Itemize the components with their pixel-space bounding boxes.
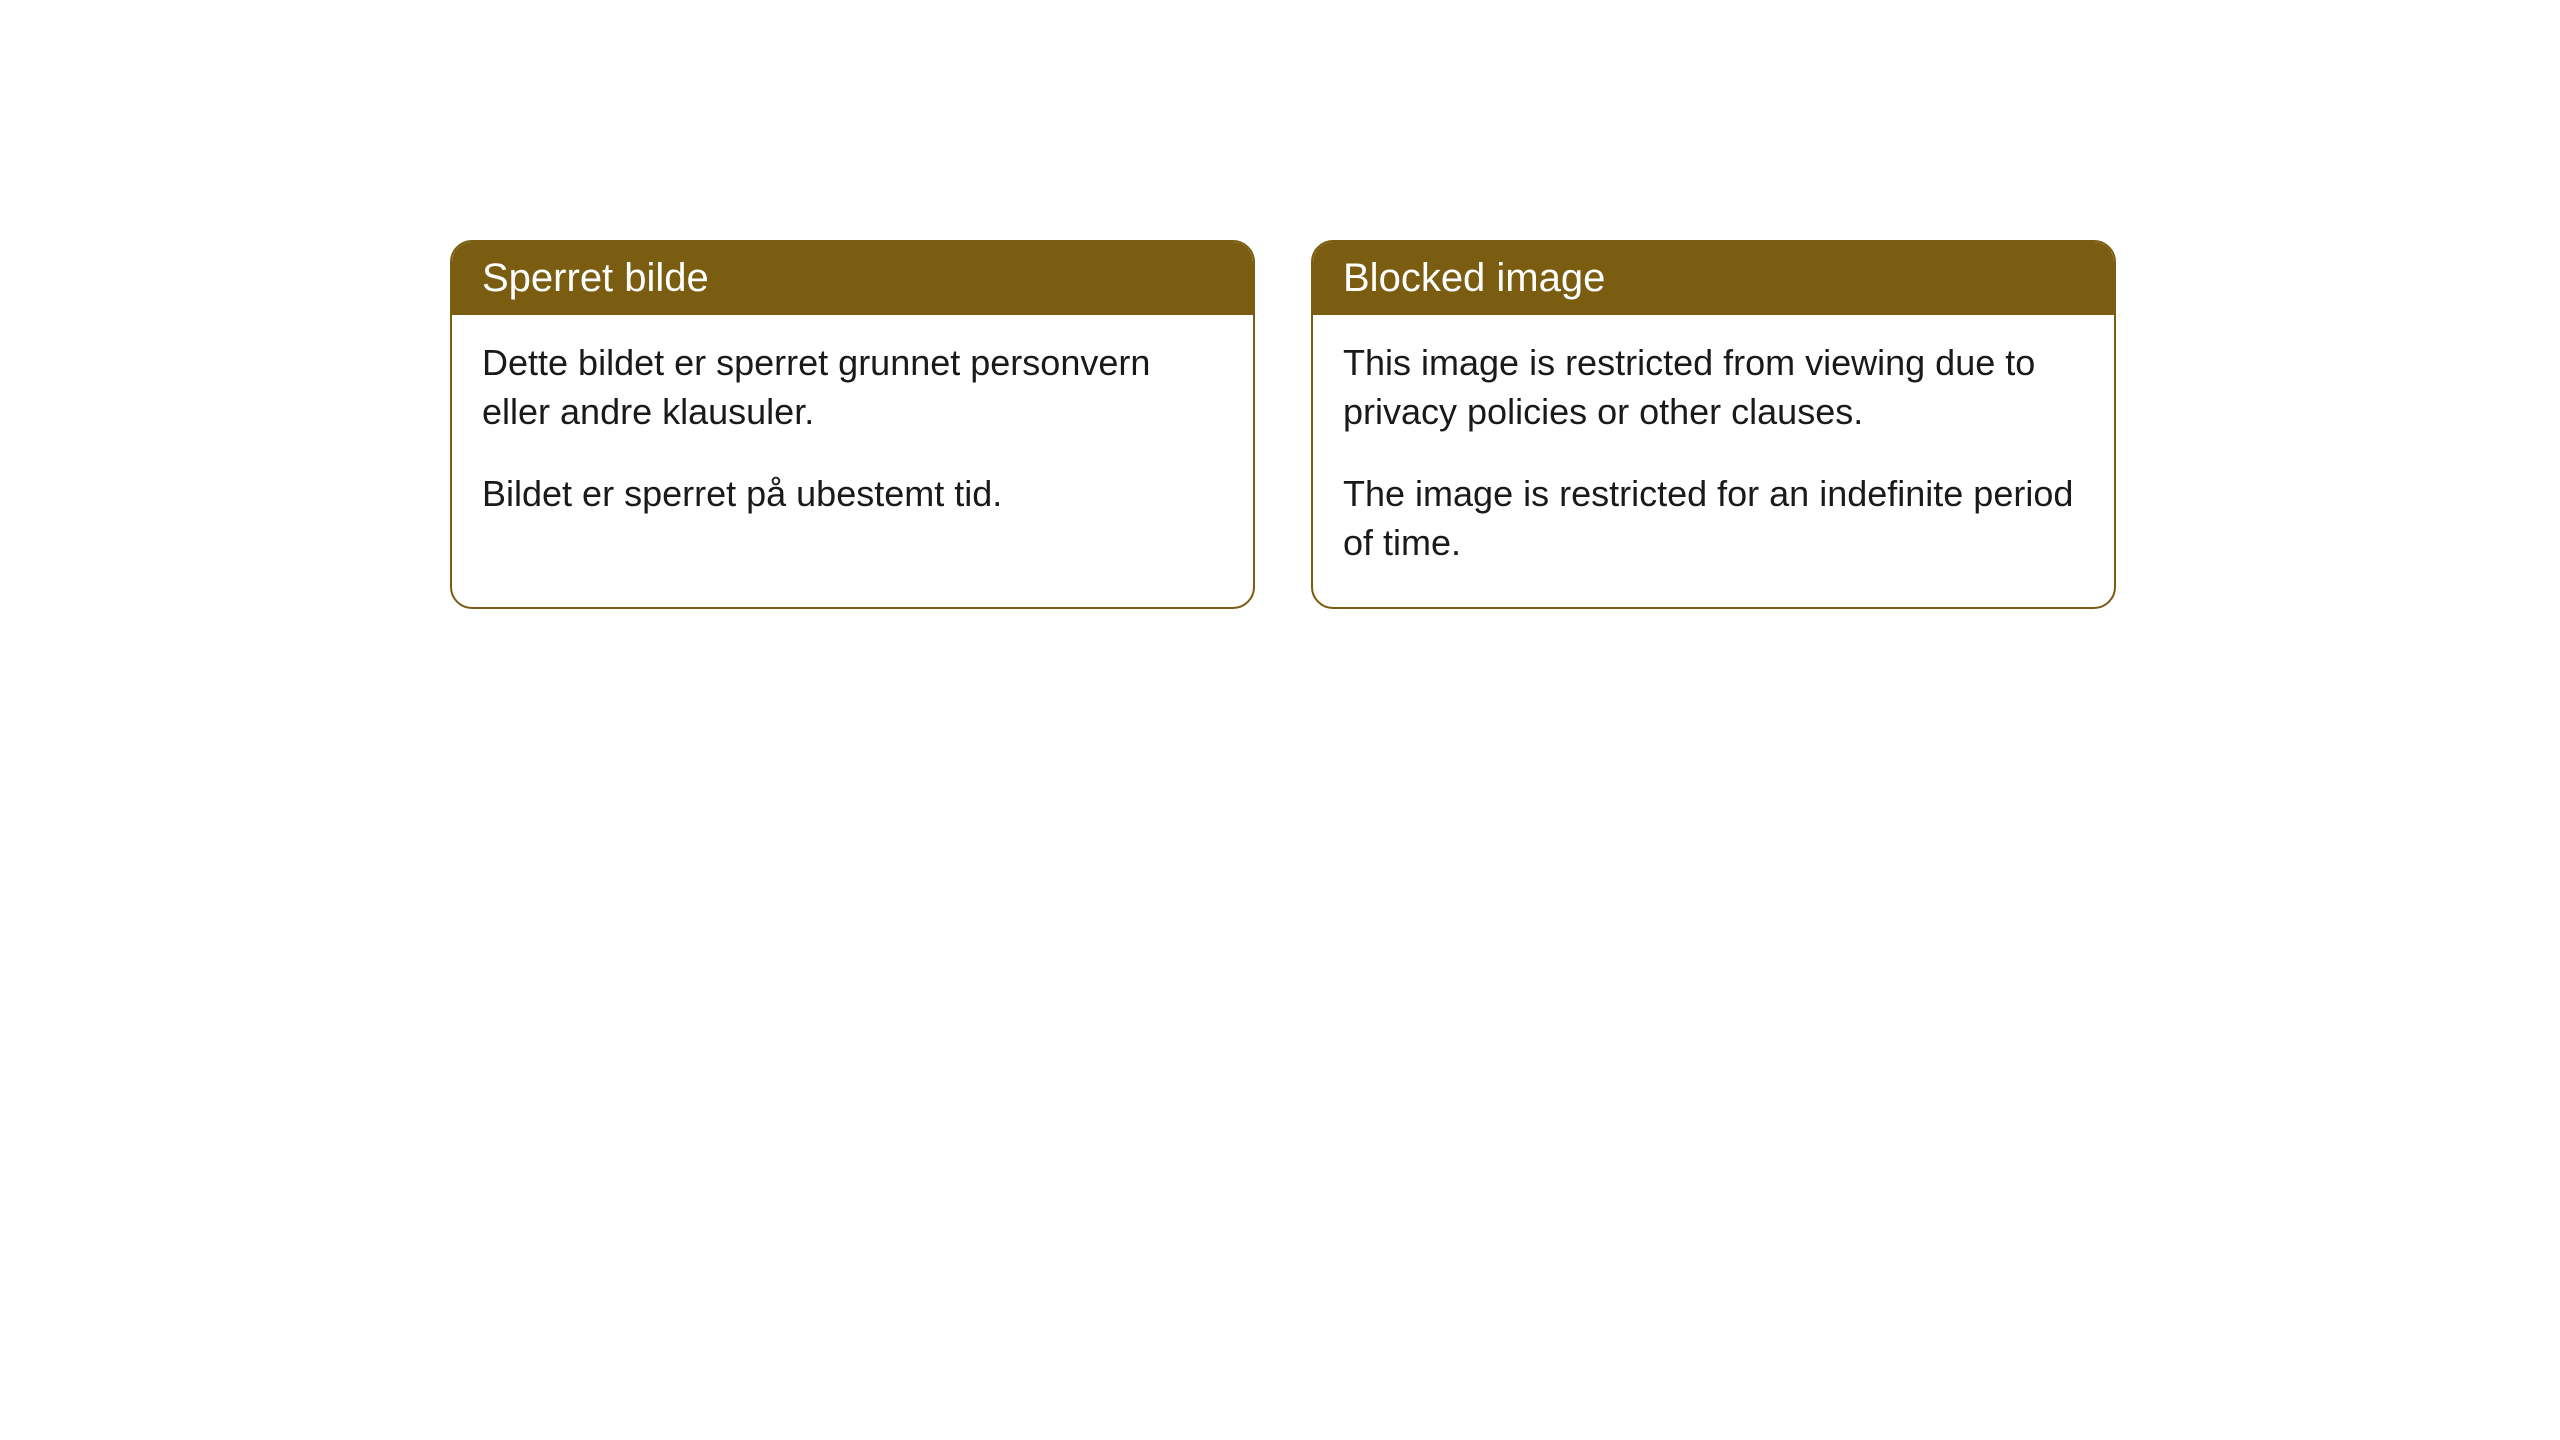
card-header-english: Blocked image xyxy=(1313,242,2114,315)
card-title-english: Blocked image xyxy=(1343,256,1605,300)
card-header-norwegian: Sperret bilde xyxy=(452,242,1253,315)
card-title-norwegian: Sperret bilde xyxy=(482,256,709,300)
card-paragraph-2-norwegian: Bildet er sperret på ubestemt tid. xyxy=(482,470,1223,519)
card-paragraph-2-english: The image is restricted for an indefinit… xyxy=(1343,470,2084,567)
blocked-image-card-english: Blocked image This image is restricted f… xyxy=(1311,240,2116,609)
card-body-english: This image is restricted from viewing du… xyxy=(1313,315,2114,607)
card-paragraph-1-english: This image is restricted from viewing du… xyxy=(1343,339,2084,436)
card-paragraph-1-norwegian: Dette bildet er sperret grunnet personve… xyxy=(482,339,1223,436)
notice-cards-container: Sperret bilde Dette bildet er sperret gr… xyxy=(450,240,2116,609)
card-body-norwegian: Dette bildet er sperret grunnet personve… xyxy=(452,315,1253,559)
blocked-image-card-norwegian: Sperret bilde Dette bildet er sperret gr… xyxy=(450,240,1255,609)
